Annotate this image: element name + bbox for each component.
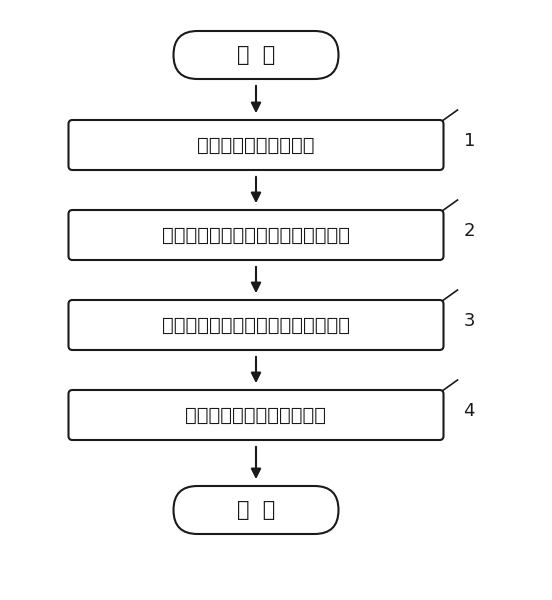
Text: 4: 4: [464, 402, 475, 420]
Text: 3: 3: [464, 312, 475, 330]
FancyBboxPatch shape: [68, 120, 443, 170]
Text: 2: 2: [464, 222, 475, 240]
Text: 开  始: 开 始: [237, 45, 275, 65]
Text: 1: 1: [464, 132, 475, 150]
Text: 结  束: 结 束: [237, 500, 275, 520]
FancyBboxPatch shape: [173, 486, 338, 534]
Text: 确定每个中继传输级的最大传输距离: 确定每个中继传输级的最大传输距离: [162, 316, 350, 335]
Text: 确定系统中继传输级数: 确定系统中继传输级数: [197, 136, 315, 154]
FancyBboxPatch shape: [173, 31, 338, 79]
Text: 确定传输级的色散补偿方案: 确定传输级的色散补偿方案: [185, 406, 326, 425]
FancyBboxPatch shape: [68, 390, 443, 440]
Text: 获取系统采用的功能器件的具体参数: 获取系统采用的功能器件的具体参数: [162, 226, 350, 245]
FancyBboxPatch shape: [68, 210, 443, 260]
FancyBboxPatch shape: [68, 300, 443, 350]
